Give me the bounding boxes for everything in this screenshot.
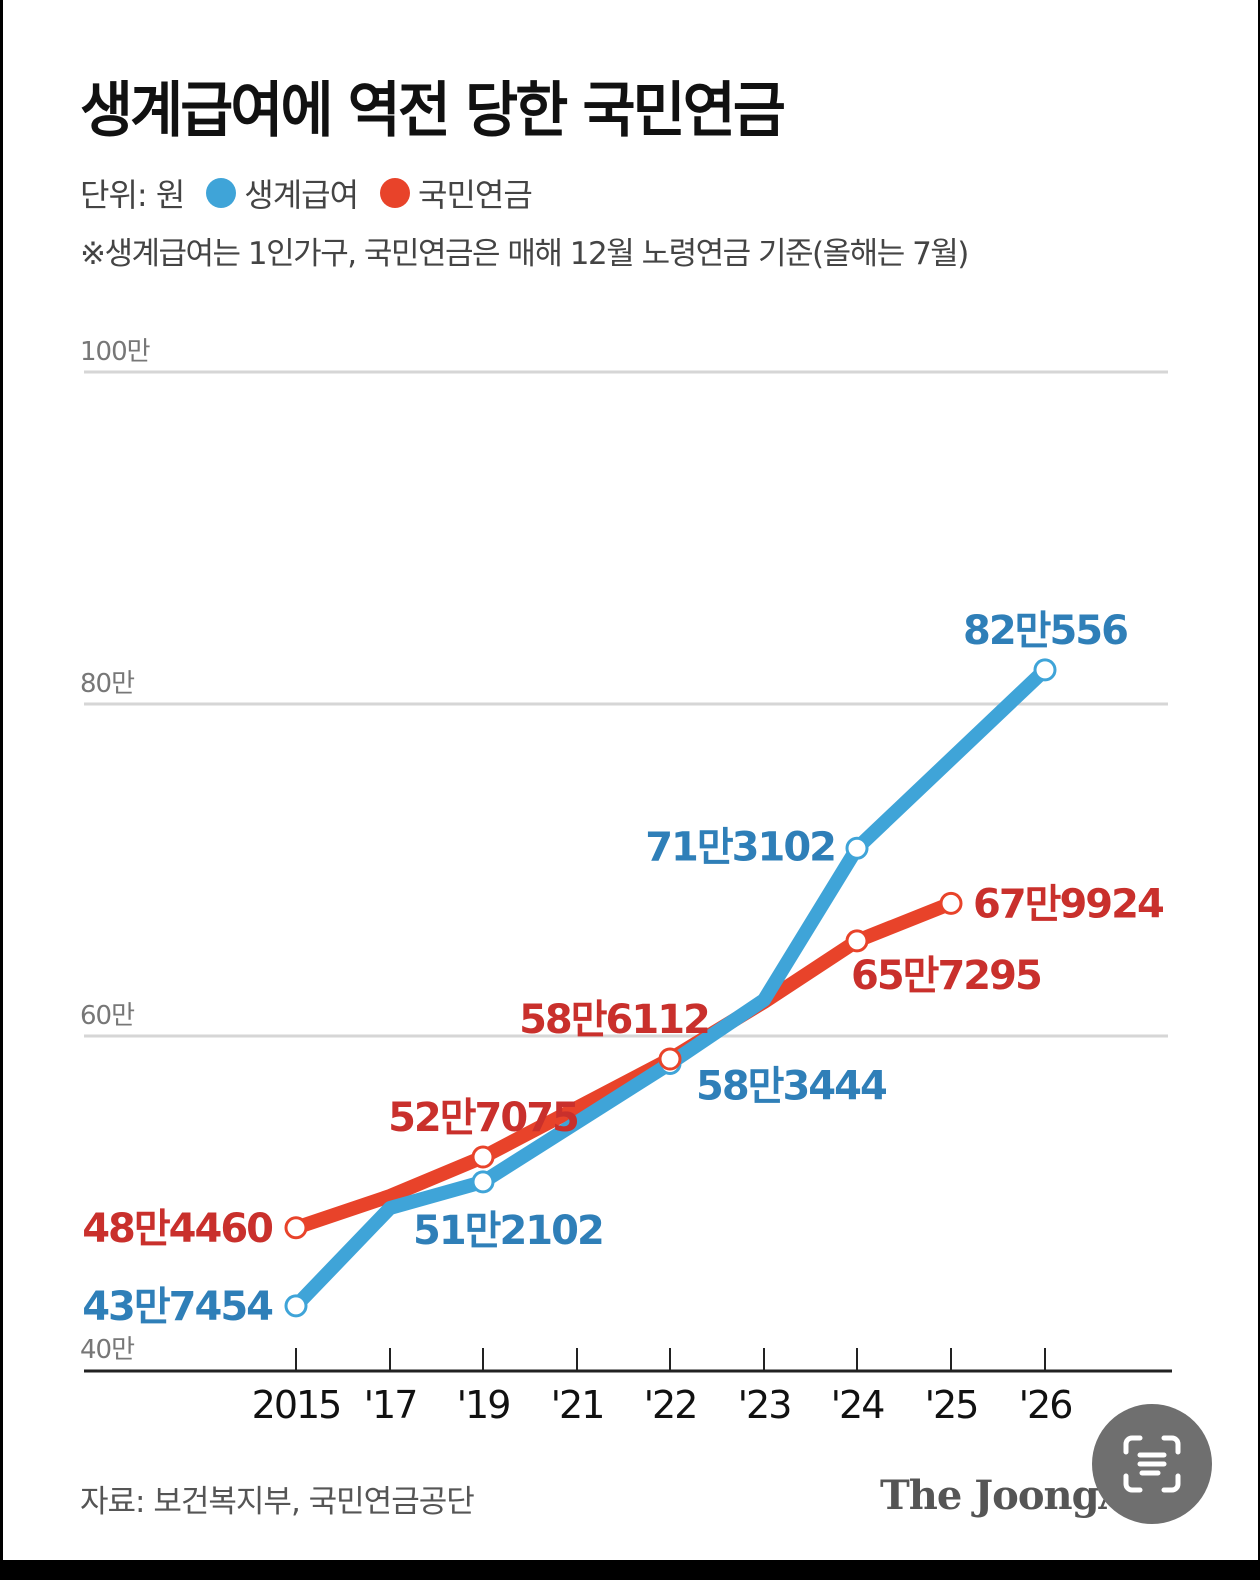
- data-point-marker: [1033, 658, 1057, 682]
- text-scan-icon: [1123, 1435, 1181, 1493]
- legend-dot-pension-icon: [380, 178, 411, 208]
- x-tick-label: 2015: [252, 1383, 341, 1427]
- x-axis: 2015 '17 '19 '21 '22 '23 '24 '25 '26: [84, 1348, 1172, 1427]
- legend-dot-welfare-icon: [206, 178, 237, 208]
- y-tick-label: 80만: [80, 669, 134, 699]
- series-lines: [284, 658, 1057, 1318]
- x-tick-label: '24: [831, 1383, 885, 1427]
- data-label: 48만4460: [82, 1206, 272, 1252]
- source-credit: 자료: 보건복지부, 국민연금공단: [80, 1484, 475, 1520]
- gridlines: 100만 80만 60만 40만: [80, 337, 1168, 1365]
- chart-title: 생계급여에 역전 당한 국민연금: [80, 76, 786, 146]
- text-scan-button[interactable]: [1092, 1404, 1212, 1524]
- chart-card: [3, 0, 1258, 1560]
- x-tick-label: '25: [925, 1383, 978, 1427]
- data-point-marker: [284, 1294, 308, 1318]
- data-labels: 43만7454 51만2102 58만3444 71만3102 82만556 48만446…: [82, 608, 1165, 1330]
- x-tick-label: '19: [457, 1383, 510, 1427]
- x-tick-label: '26: [1019, 1383, 1072, 1427]
- data-point-marker: [284, 1216, 308, 1240]
- unit-label: 단위: 원: [80, 176, 185, 214]
- data-label: 58만3444: [696, 1063, 886, 1109]
- data-label: 51만2102: [413, 1208, 603, 1254]
- data-point-marker: [845, 929, 869, 953]
- x-tick-label: '21: [551, 1383, 604, 1427]
- legend: 단위: 원 생계급여 국민연금: [80, 170, 533, 216]
- x-tick-label: '23: [738, 1383, 791, 1427]
- data-label: 43만7454: [82, 1284, 272, 1330]
- footnote: ※생계급여는 1인가구, 국민연금은 매해 12월 노령연금 기준(올해는 7월…: [80, 236, 969, 272]
- y-tick-label: 100만: [80, 337, 150, 367]
- data-label: 58만6112: [519, 997, 709, 1043]
- data-point-marker: [845, 836, 869, 860]
- data-point-marker: [471, 1170, 495, 1194]
- data-label: 82만556: [963, 608, 1127, 654]
- data-point-marker: [658, 1047, 682, 1071]
- data-point-marker: [471, 1145, 495, 1169]
- data-label: 71만3102: [645, 824, 835, 870]
- data-point-marker: [939, 891, 963, 915]
- y-tick-label: 60만: [80, 1001, 134, 1031]
- y-tick-label: 40만: [80, 1335, 134, 1365]
- legend-label-pension: 국민연금: [418, 176, 533, 214]
- data-label: 52만7075: [388, 1095, 578, 1141]
- legend-label-welfare: 생계급여: [244, 176, 359, 214]
- data-label: 67만9924: [973, 881, 1163, 927]
- data-label: 65만7295: [851, 953, 1041, 999]
- x-tick-label: '17: [364, 1383, 417, 1427]
- x-tick-label: '22: [644, 1383, 697, 1427]
